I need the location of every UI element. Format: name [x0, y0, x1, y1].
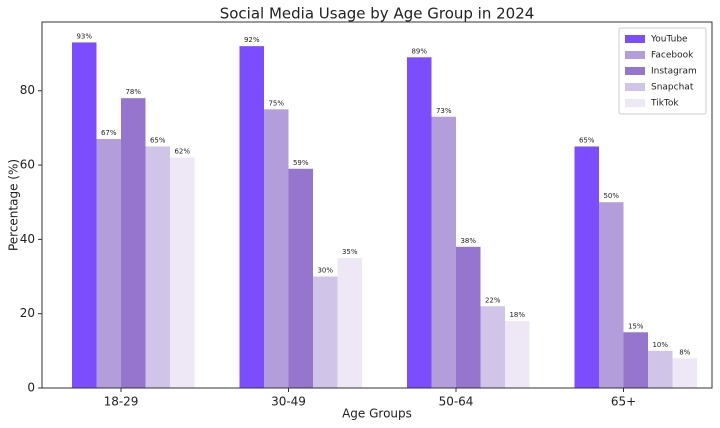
value-label: 78%	[125, 88, 141, 96]
value-label: 65%	[150, 136, 166, 144]
value-label: 10%	[652, 341, 668, 349]
value-label: 8%	[679, 348, 690, 356]
bar	[574, 146, 599, 388]
x-tick-label: 65+	[611, 395, 636, 409]
value-label: 59%	[293, 159, 309, 167]
bar	[337, 257, 362, 388]
value-label: 67%	[101, 129, 117, 137]
value-label: 35%	[342, 248, 358, 256]
y-tick-label: 20	[20, 306, 35, 320]
legend-label: Instagram	[651, 67, 697, 77]
bar	[599, 202, 624, 388]
bar	[72, 42, 97, 388]
bar	[456, 246, 481, 388]
legend-swatch	[625, 99, 645, 107]
x-tick-label: 30-49	[271, 395, 306, 409]
value-label: 73%	[436, 107, 452, 115]
value-label: 62%	[174, 148, 190, 156]
bar	[480, 306, 505, 388]
value-label: 92%	[244, 36, 260, 44]
legend-label: Snapchat	[651, 83, 694, 93]
bar	[648, 350, 673, 388]
value-label: 50%	[603, 192, 619, 200]
bar	[505, 321, 530, 388]
value-label: 75%	[268, 99, 284, 107]
bar	[313, 276, 338, 388]
bar	[623, 332, 648, 388]
value-label: 22%	[485, 296, 501, 304]
y-tick-label: 40	[20, 232, 35, 246]
value-label: 89%	[411, 47, 427, 55]
bar	[264, 109, 289, 388]
value-label: 30%	[317, 267, 333, 275]
value-label: 65%	[579, 136, 595, 144]
bar	[431, 116, 456, 388]
plot-frame	[41, 21, 713, 389]
bar	[672, 358, 697, 388]
bar	[170, 157, 195, 388]
value-label: 38%	[460, 237, 476, 245]
bar	[96, 139, 121, 388]
legend-label: TikTok	[650, 99, 679, 109]
legend-swatch	[625, 67, 645, 75]
value-label: 15%	[628, 322, 644, 330]
legend-box	[618, 27, 707, 115]
x-tick-label: 50-64	[439, 395, 474, 409]
legend-swatch	[625, 35, 645, 43]
x-tick-label: 18-29	[104, 395, 139, 409]
value-label: 18%	[509, 311, 525, 319]
value-label: 93%	[76, 32, 92, 40]
chart-title: Social Media Usage by Age Group in 2024	[220, 5, 535, 23]
bar	[407, 57, 432, 388]
legend-swatch	[625, 83, 645, 91]
bar	[288, 168, 313, 388]
y-axis-label: Percentage (%)	[7, 159, 21, 251]
bar	[121, 98, 146, 388]
bar	[145, 146, 170, 388]
y-tick-label: 80	[20, 83, 35, 97]
bar	[239, 46, 264, 388]
legend-label: YouTube	[650, 35, 688, 45]
y-tick-label: 0	[27, 381, 35, 395]
x-axis-label: Age Groups	[342, 407, 412, 421]
legend-label: Facebook	[651, 51, 694, 61]
y-tick-label: 60	[20, 158, 35, 172]
legend-swatch	[625, 51, 645, 59]
